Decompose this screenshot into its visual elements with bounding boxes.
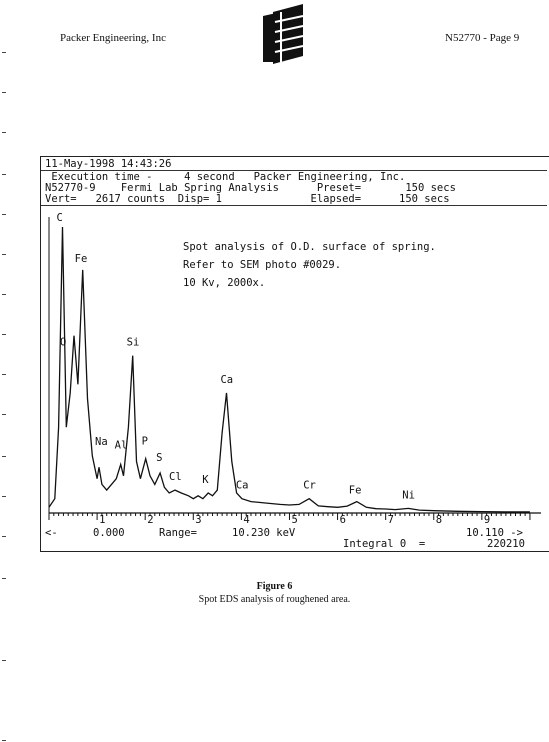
eds-plot: 1 2 3 4 5 6 7 8 9 C O Fe Na Al Si PS Cl K Ca Ca Cr Fe Ni: [48, 212, 541, 526]
edge-mark: [2, 374, 6, 375]
figure-caption: Spot EDS analysis of roughened area.: [198, 594, 351, 605]
x-tick-label: 1: [99, 514, 105, 526]
eds-date: 11-May-1998 14:43:26: [45, 158, 172, 170]
peak-label: Na: [95, 436, 108, 448]
edge-mark: [2, 334, 6, 335]
peak-label: Al: [115, 439, 128, 451]
spectrum-series: [48, 226, 530, 513]
edge-mark: [2, 414, 6, 415]
peak-label: S: [156, 452, 162, 464]
integral-label: Integral 0 =: [343, 538, 426, 550]
annotation-line-2: Refer to SEM photo #0029.: [183, 259, 342, 271]
x-tick-label: 8: [436, 514, 442, 526]
edge-mark: [2, 254, 6, 255]
x-axis-ticks: 1 2 3 4 5 6 7 8 9: [48, 513, 531, 526]
eds-exec-line: Execution time - 4 second Packer Enginee…: [45, 171, 406, 183]
eds-spectrum-panel: 11-May-1998 14:43:26 Execution time - 4 …: [40, 156, 549, 552]
divider: [41, 170, 547, 171]
peak-label: Fe: [75, 253, 88, 265]
peak-label: Ni: [402, 489, 415, 501]
range-end: 10.110 ->: [466, 527, 523, 539]
peak-label: Cl: [169, 471, 182, 483]
x-tick-label: 7: [388, 514, 394, 526]
x-tick-label: 5: [291, 514, 297, 526]
divider: [41, 205, 547, 206]
spectrum-line: [48, 226, 530, 513]
x-tick-label: 3: [195, 514, 201, 526]
range-value: 10.230 keV: [232, 527, 296, 539]
eds-vert-line: Vert= 2617 counts Disp= 1 Elapsed= 150 s…: [45, 193, 450, 205]
peak-label: C: [56, 212, 62, 224]
edge-mark: [2, 740, 6, 741]
header-page-ref: N52770 - Page 9: [445, 32, 520, 44]
peak-label: O: [60, 337, 66, 349]
range-start: 0.000: [93, 527, 125, 539]
header-company: Packer Engineering, Inc: [60, 32, 166, 44]
figure-title: Figure 6: [256, 581, 293, 592]
edge-mark: [2, 132, 6, 133]
range-label: Range=: [159, 527, 197, 539]
edge-mark: [2, 536, 6, 537]
company-logo: [263, 4, 304, 64]
peak-label: Si: [127, 337, 140, 349]
edge-mark: [2, 578, 6, 579]
annotation-line-3: 10 Kv, 2000x.: [183, 277, 266, 289]
peak-labels: C O Fe Na Al Si PS Cl K Ca Ca Cr Fe Ni: [56, 212, 414, 501]
eds-sample-line: N52770-9 Fermi Lab Spring Analysis Prese…: [45, 182, 456, 194]
integral-value: 220210: [487, 538, 525, 550]
left-arrow: <-: [45, 527, 58, 539]
x-tick-label: 9: [484, 514, 490, 526]
edge-mark: [2, 660, 6, 661]
peak-label: Fe: [349, 485, 362, 497]
eds-header: 11-May-1998 14:43:26 Execution time - 4 …: [41, 157, 547, 206]
edge-mark: [2, 496, 6, 497]
x-tick-label: 2: [147, 514, 153, 526]
peak-label: K: [202, 474, 209, 486]
peak-label: Ca: [220, 374, 233, 386]
peak-label: Cr: [303, 480, 316, 492]
edge-mark: [2, 174, 6, 175]
x-tick-label: 6: [340, 514, 346, 526]
annotation-line-1: Spot analysis of O.D. surface of spring.: [183, 241, 436, 253]
x-tick-label: 4: [243, 514, 249, 526]
edge-mark: [2, 214, 6, 215]
edge-mark: [2, 92, 6, 93]
edge-mark: [2, 456, 6, 457]
peak-label: Ca: [236, 480, 249, 492]
edge-mark: [2, 294, 6, 295]
edge-mark: [2, 52, 6, 53]
peak-label: P: [142, 436, 148, 448]
